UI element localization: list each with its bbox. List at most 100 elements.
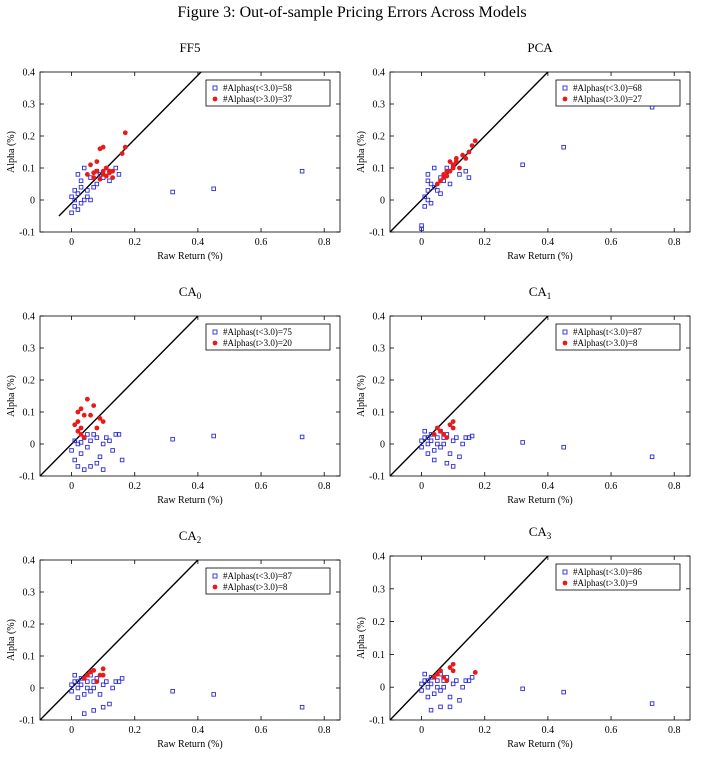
legend-marker-square xyxy=(212,573,218,579)
data-point-square xyxy=(81,711,87,716)
series-low-t xyxy=(419,671,655,713)
y-tick-label: 0.2 xyxy=(373,376,386,387)
y-tick-label: 0.2 xyxy=(23,376,36,387)
data-point-square xyxy=(75,207,81,212)
legend-box xyxy=(205,79,331,107)
data-point-circle xyxy=(447,159,453,165)
y-tick-label: 0.1 xyxy=(23,652,36,663)
data-point-square xyxy=(419,226,424,232)
data-point-circle xyxy=(75,419,81,424)
data-point-circle xyxy=(94,159,100,165)
legend-marker-circle xyxy=(212,96,218,102)
data-point-square xyxy=(425,197,431,203)
y-tick-label: 0.4 xyxy=(23,556,36,567)
data-point-square xyxy=(422,428,427,434)
data-point-circle xyxy=(81,412,87,418)
x-tick-label: 0.6 xyxy=(255,481,268,492)
data-point-square xyxy=(72,457,77,463)
legend-marker-square xyxy=(562,85,568,91)
data-point-square xyxy=(438,704,443,710)
legend: #Alphas(t<3.0)=87#Alphas(t>3.0)=8 xyxy=(205,567,331,595)
x-axis-label: Raw Return (%) xyxy=(157,739,223,750)
data-point-square xyxy=(444,460,450,466)
data-point-square xyxy=(100,467,106,472)
data-point-circle xyxy=(91,668,97,673)
legend-marker-square xyxy=(212,85,218,91)
chart-title-main: CA xyxy=(179,284,198,299)
y-tick-label: 0.4 xyxy=(23,68,36,79)
legend-label: #Alphas(t<3.0)=86 xyxy=(573,567,642,577)
data-point-square xyxy=(457,454,462,460)
y-tick-label: 0.2 xyxy=(373,617,386,628)
data-point-circle xyxy=(91,175,97,181)
data-point-square xyxy=(425,172,431,177)
legend-box xyxy=(555,323,681,351)
y-tick-label: 0.4 xyxy=(373,312,386,323)
data-point-circle xyxy=(100,666,106,672)
data-point-square xyxy=(447,451,453,456)
data-point-circle xyxy=(75,428,81,434)
y-tick-label: 0.1 xyxy=(373,408,386,419)
y-tick-label: 0 xyxy=(380,196,385,207)
y-tick-label: 0.3 xyxy=(23,344,36,355)
data-point-square xyxy=(561,444,566,450)
data-point-square xyxy=(520,686,525,692)
series-high-t xyxy=(81,666,106,684)
data-point-square xyxy=(116,172,122,177)
data-point-square xyxy=(649,454,655,460)
data-point-square xyxy=(72,438,77,444)
data-point-square xyxy=(69,448,74,453)
x-tick-label: 0 xyxy=(419,237,424,248)
legend-marker-circle xyxy=(212,340,218,346)
data-point-square xyxy=(435,435,440,440)
y-tick-label: 0.1 xyxy=(373,164,386,175)
data-point-square xyxy=(460,684,465,690)
diagonal-line xyxy=(390,556,549,720)
plot-frame xyxy=(39,315,341,477)
chart-title-main: CA xyxy=(529,524,548,539)
data-point-circle xyxy=(450,165,456,171)
series-low-t xyxy=(69,672,305,716)
y-tick-label: 0.4 xyxy=(373,68,386,79)
plot-frame xyxy=(389,555,691,721)
data-point-square xyxy=(454,678,459,683)
data-point-circle xyxy=(450,425,456,431)
data-point-square xyxy=(454,435,459,440)
chart-title-subscript: 0 xyxy=(197,291,202,301)
y-tick-label: 0.2 xyxy=(373,132,386,143)
data-point-square xyxy=(113,165,119,171)
data-point-square xyxy=(457,172,462,177)
x-tick-label: 0 xyxy=(69,237,74,248)
y-tick-label: 0 xyxy=(380,440,385,451)
diagonal-line xyxy=(390,316,549,476)
data-point-circle xyxy=(438,178,443,184)
y-axis-label: Alpha (%) xyxy=(6,131,17,173)
legend-label: #Alphas(t>3.0)=8 xyxy=(573,338,638,348)
data-point-square xyxy=(78,451,84,456)
x-tick-label: 0.2 xyxy=(128,725,141,736)
diagonal-line xyxy=(40,560,199,720)
data-point-circle xyxy=(438,428,443,434)
data-point-square xyxy=(110,448,115,453)
data-point-square xyxy=(75,464,81,469)
data-point-square xyxy=(469,675,475,680)
data-point-square xyxy=(649,701,655,706)
data-point-circle xyxy=(434,181,440,187)
data-point-square xyxy=(78,682,84,688)
y-axis-label: Alpha (%) xyxy=(356,375,367,417)
y-axis-label: Alpha (%) xyxy=(6,375,17,417)
x-tick-label: 0.8 xyxy=(318,237,331,248)
data-point-square xyxy=(419,444,424,450)
data-point-circle xyxy=(441,432,447,437)
legend-marker-square xyxy=(212,329,218,335)
data-point-square xyxy=(466,678,472,683)
chart-title-subscript: 1 xyxy=(547,291,552,301)
chart-title: CA1 xyxy=(529,284,552,301)
data-point-square xyxy=(299,168,305,174)
chart-panel-5: CA2 0 0.2 0.4 0.6 0.8 -0.1 0 0.1 0.2 0.3 0.4 Raw Ret… xyxy=(6,528,341,750)
data-point-square xyxy=(422,204,427,209)
data-point-square xyxy=(469,433,475,439)
data-point-square xyxy=(211,186,216,192)
y-axis-label: Alpha (%) xyxy=(356,617,367,659)
data-point-square xyxy=(75,679,81,684)
